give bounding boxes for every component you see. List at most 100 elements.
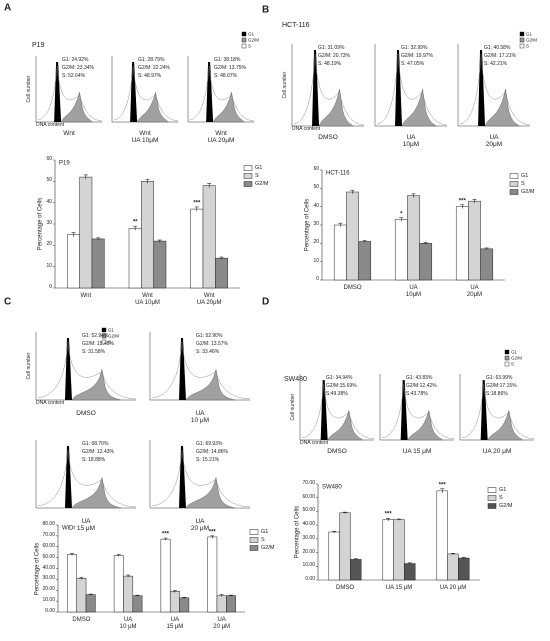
bar — [132, 595, 143, 613]
legend-label: G1 — [499, 486, 507, 493]
stat-text: G1: 32.99% — [401, 45, 428, 52]
y-tick-label: 10 — [46, 262, 52, 269]
bar — [404, 563, 416, 581]
legend-label: S — [248, 43, 252, 49]
legend-label: G2/M — [526, 37, 538, 43]
y-tick-label: 0.00 — [305, 576, 315, 583]
y-tick-label: 40 — [46, 198, 52, 205]
x-tick-label: Wnt — [80, 293, 92, 299]
stat-text: S: 33.46% — [196, 349, 220, 356]
chart-title: SW480 — [322, 484, 342, 491]
legend-swatch — [243, 165, 253, 171]
y-axis-title: Percentage of Cells — [294, 505, 301, 559]
y-axis-title: Percentage of Cells — [34, 542, 41, 595]
error-bar — [423, 242, 428, 245]
stat-text: G1: 24.92% — [62, 57, 89, 64]
stat-text: G2/M: 17.21% — [484, 53, 516, 60]
condition-label: UA 10μM — [402, 134, 420, 149]
bar — [113, 555, 124, 613]
y-tick-label: 20 — [46, 241, 52, 248]
error-bar — [472, 199, 477, 203]
legend-swatch — [487, 503, 497, 509]
bar — [79, 176, 93, 289]
legend-label: G2/M — [255, 180, 269, 187]
y-tick-label: 50 — [46, 177, 52, 184]
panel-letter: C — [4, 296, 12, 308]
y-axis-label: Cell number — [282, 71, 289, 99]
legend-swatch — [249, 529, 259, 535]
x-tick-label: DMSO — [343, 285, 362, 291]
x-tick-label: UA 10 μM — [119, 617, 137, 630]
x-tick-label: UA 10μM — [405, 285, 422, 298]
stat-text: S: 48.97% — [138, 73, 162, 80]
legend-swatch — [249, 537, 259, 543]
sg2-region — [136, 92, 169, 123]
bar — [207, 536, 218, 613]
y-axis-title: Percentage of Cells — [304, 198, 311, 252]
sg2-region — [484, 89, 520, 127]
fit-curve — [461, 383, 535, 440]
y-tick-label: 0 — [316, 276, 319, 283]
legend-swatch — [243, 173, 253, 179]
significance-label: ** — [132, 219, 138, 226]
fit-curve — [376, 53, 448, 126]
error-bar — [407, 562, 412, 565]
error-bar — [219, 256, 224, 260]
cell-line-label: SW480 — [284, 375, 307, 383]
error-bar — [163, 537, 168, 541]
legend-label: G2/M — [248, 37, 260, 43]
legend-swatch — [487, 487, 497, 493]
stat-text: S: 18.88% — [82, 457, 106, 464]
y-tick-label: 80.00 — [42, 521, 55, 528]
stat-text: S: 42.21% — [484, 61, 508, 68]
legend-label: S — [499, 494, 503, 501]
legend-label: S — [521, 180, 525, 187]
legend-label: S — [261, 536, 265, 543]
error-bar — [219, 594, 224, 597]
error-bar — [451, 553, 455, 555]
y-axis-label: Cell number — [26, 352, 33, 380]
error-bar — [484, 247, 489, 250]
bar — [153, 240, 167, 289]
error-bar — [353, 558, 358, 561]
x-tick-label: UA 15 μM — [385, 585, 413, 591]
x-tick-label: Wnt UA 10μM — [135, 293, 160, 306]
error-bar — [88, 593, 93, 596]
x-tick-label: DMSO — [72, 617, 91, 623]
panel-letter: D — [262, 296, 270, 308]
stat-text: G1: 52.94% — [82, 333, 109, 340]
chart-title: WiDr — [62, 525, 76, 532]
condition-label: UA 10 μM — [190, 410, 210, 425]
fit-curve — [113, 65, 179, 122]
cell-line-label: P19 — [32, 41, 45, 49]
y-tick-label: 60.00 — [302, 493, 315, 500]
x-tick-label: UA 15 μM — [166, 617, 184, 630]
error-bar — [207, 183, 212, 188]
chart-title: P19 — [59, 160, 70, 167]
bar — [455, 206, 469, 281]
fit-curve — [189, 65, 255, 122]
y-tick-label: 0 — [49, 284, 52, 291]
y-tick-label: 20.00 — [302, 548, 315, 555]
legend-swatch — [101, 339, 107, 345]
sg2-region — [71, 369, 122, 401]
stat-text: G2/M: 20.73% — [318, 53, 350, 60]
y-axis-label: Cell number — [26, 75, 33, 103]
fit-curve — [459, 53, 531, 126]
y-axis-title: Percentage of Cells — [37, 197, 44, 251]
condition-label: UA 20 μM — [482, 448, 512, 455]
bar — [333, 224, 347, 281]
error-bar — [210, 535, 215, 539]
bar — [328, 531, 340, 581]
significance-label: *** — [208, 529, 216, 536]
significance-label: *** — [384, 511, 392, 518]
error-bar — [338, 222, 343, 227]
bar — [216, 595, 227, 613]
significance-label: *** — [162, 531, 170, 538]
x-tick-label: UA 20 μM — [213, 617, 231, 630]
error-bar — [157, 239, 162, 243]
stat-text: S:18.86% — [486, 391, 508, 398]
stat-text: G1: 38.18% — [214, 57, 241, 64]
bar — [346, 191, 359, 281]
